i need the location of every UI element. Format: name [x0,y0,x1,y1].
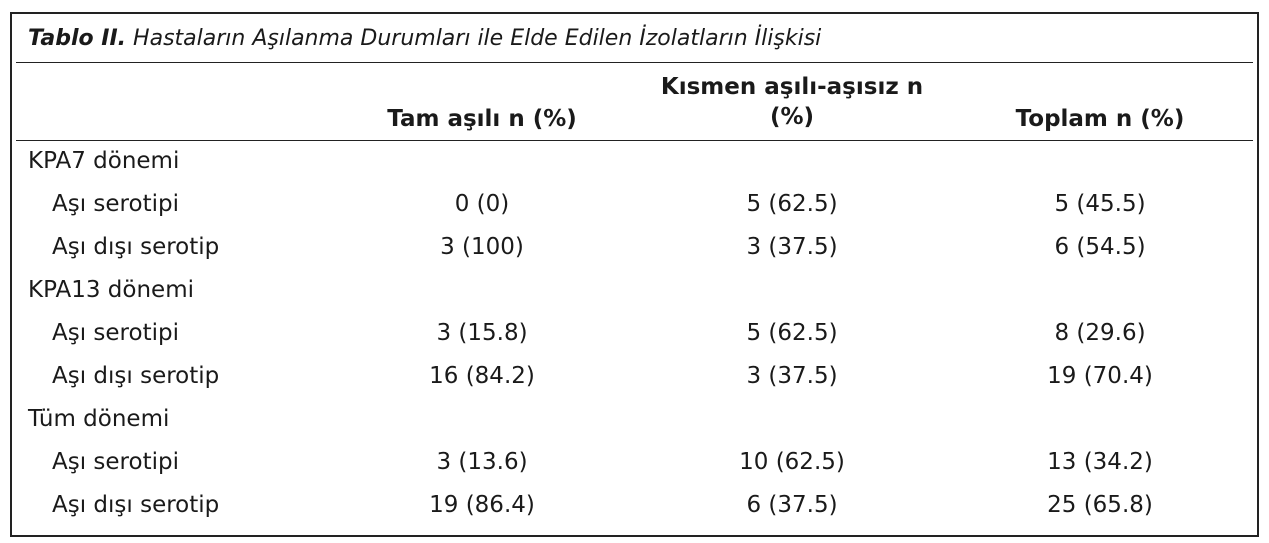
cell: 3 (37.5) [746,234,838,260]
header-bottom-rule [16,140,1253,141]
group-label: KPA13 dönemi [28,277,194,303]
cell: 3 (37.5) [746,363,838,389]
cell: 0 (0) [454,191,510,217]
cell: 3 (100) [440,234,524,260]
cell: 3 (15.8) [436,320,528,346]
row-label: Aşı serotipi [52,320,179,346]
cell: 13 (34.2) [1047,449,1153,475]
row-label: Aşı dışı serotip [52,492,220,518]
column-header: Kısmen aşılı-aşısız n (%) [660,74,924,130]
cell: 10 (62.5) [739,449,845,475]
cell: 16 (84.2) [429,363,535,389]
table-frame: Tablo II. Hastaların Aşılanma Durumları … [10,12,1259,537]
column-header: Tam aşılı n (%) [387,106,577,132]
title-label: Tablo II. [28,26,127,51]
cell: 5 (62.5) [746,191,838,217]
cell: 5 (62.5) [746,320,838,346]
group-label: Tüm dönemi [28,406,170,432]
row-label: Aşı dışı serotip [52,234,220,260]
cell: 8 (29.6) [1054,320,1146,346]
title-text: Hastaların Aşılanma Durumları ile Elde E… [133,26,822,51]
cell: 19 (70.4) [1047,363,1153,389]
cell: 25 (65.8) [1047,492,1153,518]
group-label: KPA7 dönemi [28,148,180,174]
column-header: Toplam n (%) [1015,106,1185,132]
cell: 19 (86.4) [429,492,535,518]
cell: 6 (37.5) [746,492,838,518]
row-label: Aşı serotipi [52,449,179,475]
row-label: Aşı serotipi [52,191,179,217]
cell: 6 (54.5) [1054,234,1146,260]
table-title: Tablo II. Hastaların Aşılanma Durumları … [28,24,821,54]
cell: 5 (45.5) [1054,191,1146,217]
row-label: Aşı dışı serotip [52,363,220,389]
header-top-rule [16,62,1253,63]
cell: 3 (13.6) [436,449,528,475]
